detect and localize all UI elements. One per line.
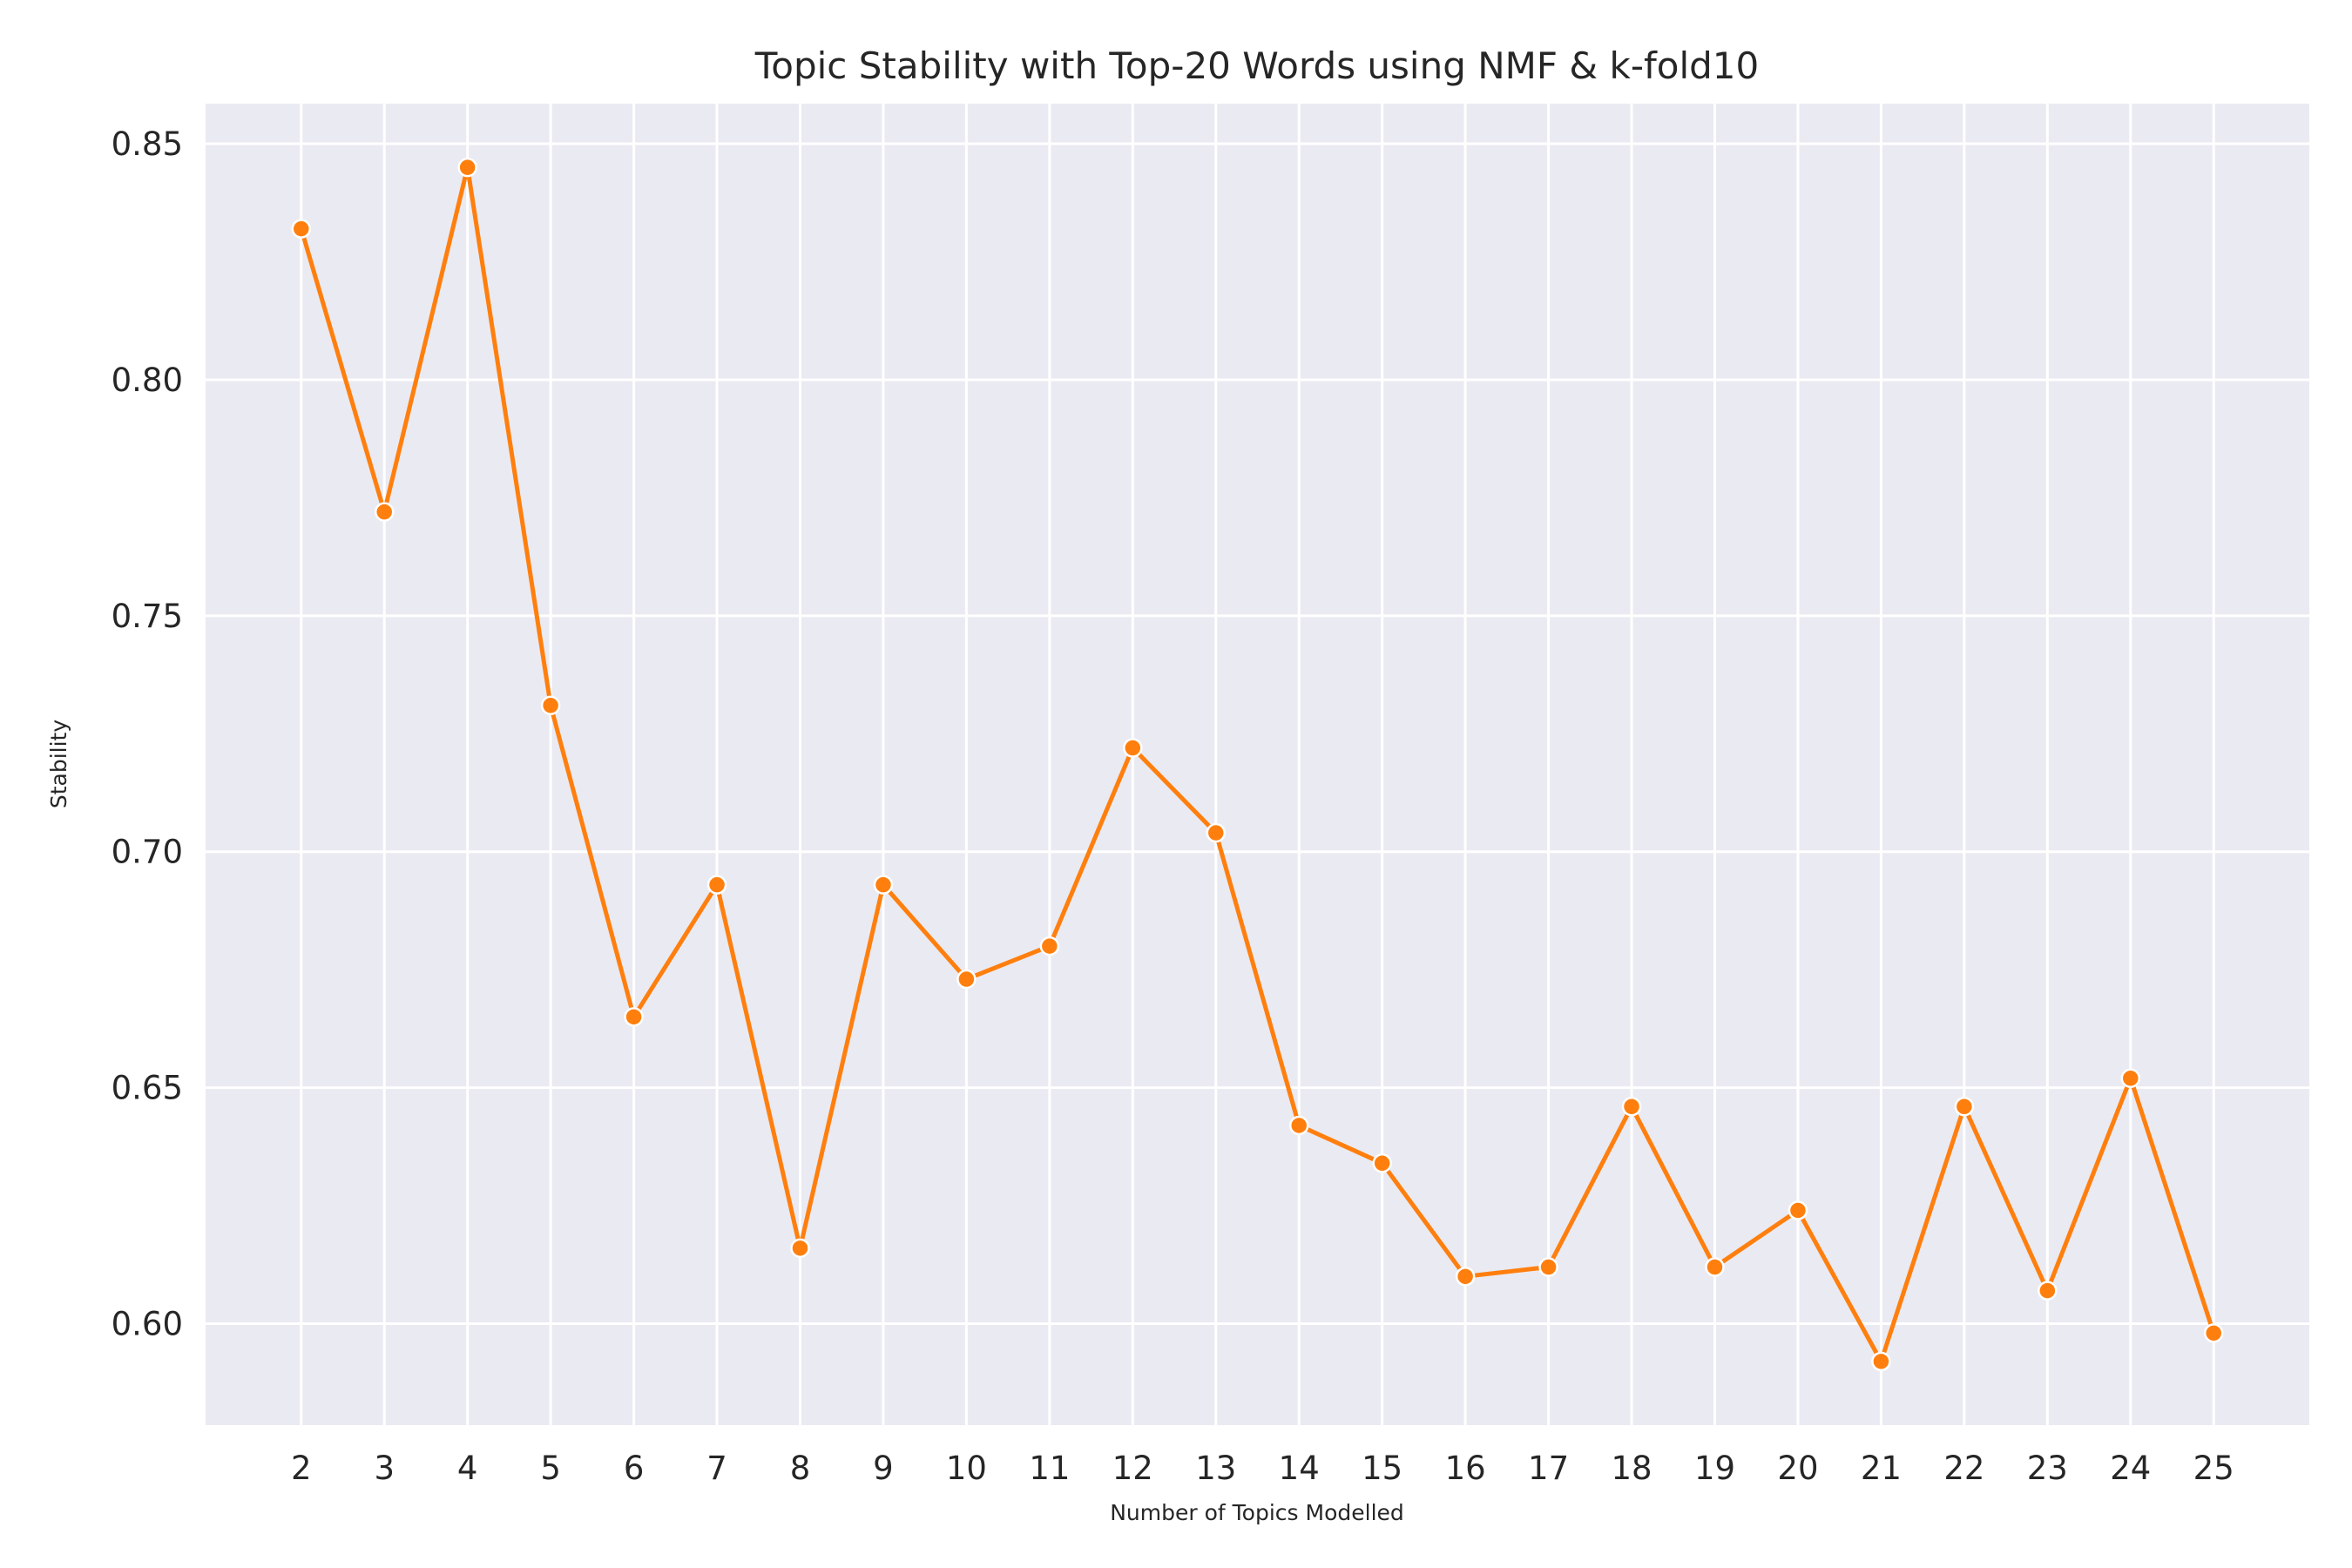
y-tick-label: 0.75	[112, 598, 183, 635]
x-tick-label: 21	[1861, 1450, 1902, 1487]
data-point	[2203, 1323, 2224, 1343]
data-point	[2038, 1281, 2058, 1301]
data-point	[2120, 1068, 2141, 1089]
x-tick-label: 11	[1029, 1450, 1070, 1487]
data-point	[956, 969, 977, 990]
data-point	[1621, 1097, 1642, 1117]
data-point	[457, 157, 477, 178]
y-tick-label: 0.70	[112, 834, 183, 871]
y-tick-label: 0.65	[112, 1070, 183, 1107]
data-point	[1954, 1097, 1975, 1117]
plot-area	[206, 104, 2309, 1425]
x-tick-label: 3	[374, 1450, 395, 1487]
x-tick-label: 20	[1777, 1450, 1818, 1487]
x-axis-label: Number of Topics Modelled	[1110, 1500, 1404, 1525]
series-markers	[291, 157, 2224, 1372]
data-point	[291, 219, 312, 239]
x-tick-label: 9	[873, 1450, 894, 1487]
chart-title: Topic Stability with Top-20 Words using …	[754, 44, 1759, 87]
data-point	[706, 875, 727, 895]
x-tick-label: 17	[1528, 1450, 1569, 1487]
data-point	[873, 875, 894, 895]
data-point	[1288, 1115, 1309, 1136]
x-axis-ticks: 2 3 4 5 6 7 8 9 10 11 12 13 14 15 16 17 18 19 20 21 22 23 24 25	[291, 1450, 2234, 1487]
x-tick-label: 5	[540, 1450, 561, 1487]
y-tick-label: 0.80	[112, 362, 183, 399]
data-point	[790, 1238, 810, 1259]
data-point	[1039, 936, 1060, 956]
data-point	[624, 1007, 644, 1027]
y-tick-label: 0.85	[112, 125, 183, 163]
data-point	[1871, 1351, 1891, 1372]
x-tick-label: 12	[1112, 1450, 1153, 1487]
data-point	[540, 695, 561, 716]
data-point	[1455, 1267, 1476, 1287]
data-point	[1206, 822, 1227, 843]
x-tick-label: 4	[457, 1450, 478, 1487]
data-point	[1372, 1153, 1392, 1173]
y-axis-ticks: 0.60 0.65 0.70 0.75 0.80 0.85	[112, 125, 183, 1342]
y-axis-label: Stability	[46, 720, 71, 809]
x-tick-label: 6	[624, 1450, 645, 1487]
data-point	[1123, 738, 1143, 758]
x-tick-label: 19	[1694, 1450, 1735, 1487]
x-tick-label: 13	[1195, 1450, 1236, 1487]
data-point	[1705, 1257, 1725, 1277]
x-tick-label: 10	[946, 1450, 987, 1487]
x-tick-label: 16	[1445, 1450, 1486, 1487]
x-tick-label: 2	[291, 1450, 312, 1487]
x-tick-label: 15	[1362, 1450, 1402, 1487]
x-tick-label: 18	[1611, 1450, 1652, 1487]
x-tick-label: 24	[2110, 1450, 2151, 1487]
data-point	[374, 502, 395, 522]
grid-lines	[206, 104, 2309, 1425]
data-point	[1538, 1257, 1558, 1277]
x-tick-label: 14	[1279, 1450, 1320, 1487]
x-tick-label: 25	[2193, 1450, 2234, 1487]
series-line	[299, 165, 2216, 1364]
y-tick-label: 0.60	[112, 1306, 183, 1343]
data-point	[1788, 1200, 1808, 1220]
x-tick-label: 22	[1943, 1450, 1984, 1487]
x-tick-label: 8	[790, 1450, 811, 1487]
x-tick-label: 23	[2027, 1450, 2068, 1487]
x-tick-label: 7	[706, 1450, 727, 1487]
